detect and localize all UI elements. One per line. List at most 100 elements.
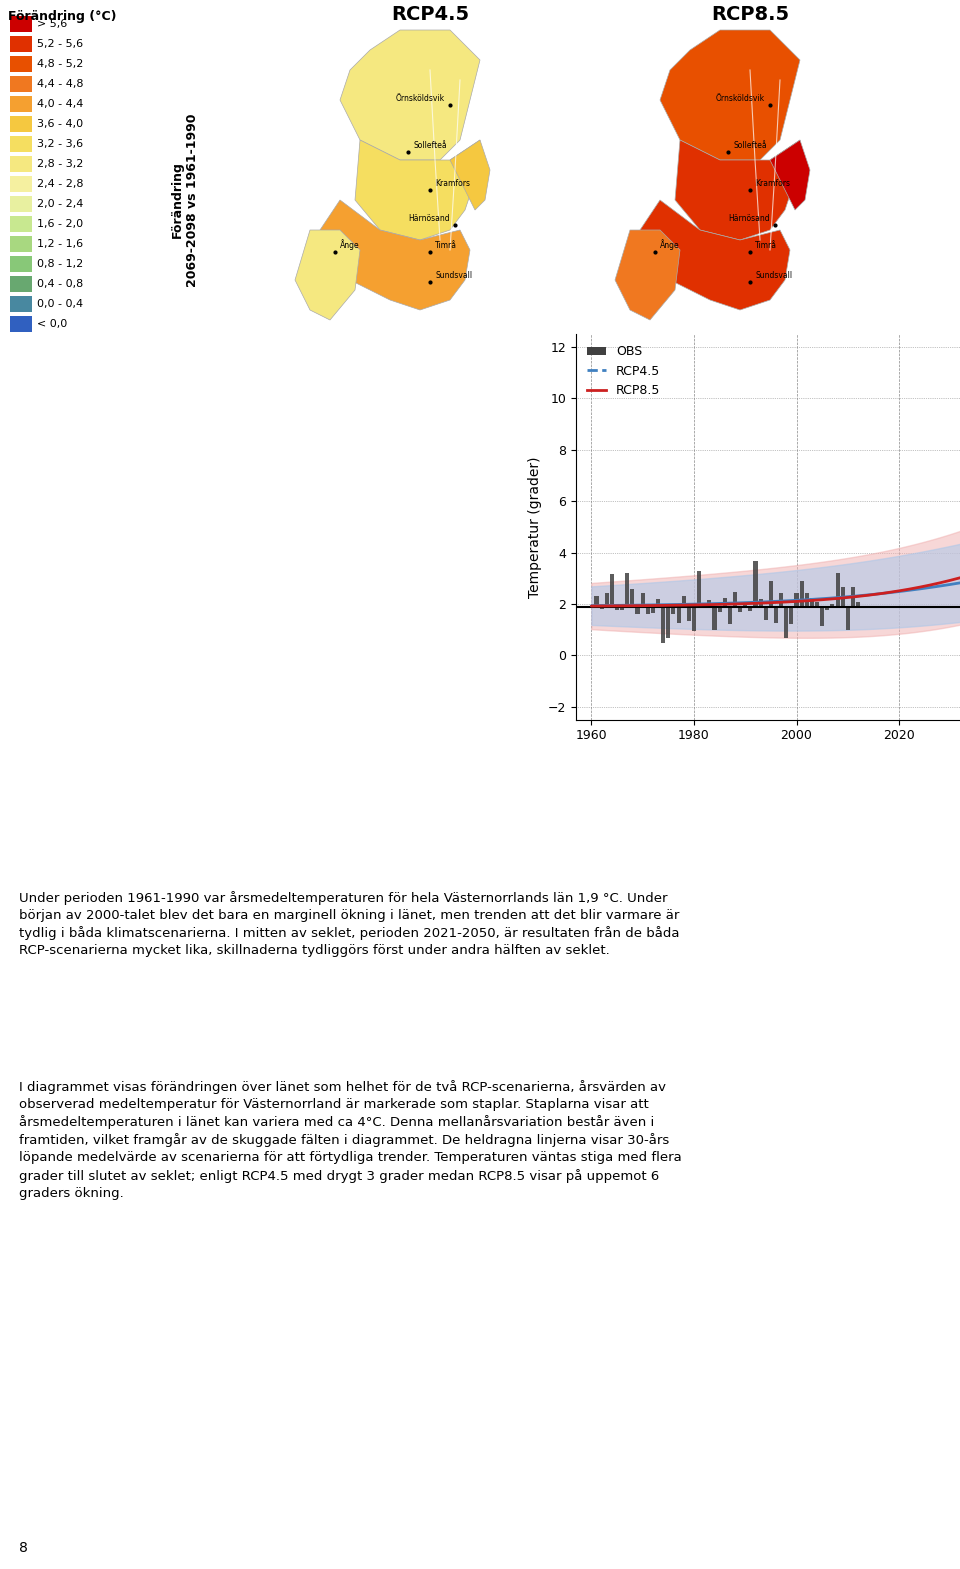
Bar	[620, 607, 624, 610]
Bar	[615, 607, 619, 610]
Text: < 0,0: < 0,0	[37, 319, 67, 329]
Bar	[851, 587, 855, 607]
Bar	[810, 598, 814, 607]
Text: 2,4 - 2,8: 2,4 - 2,8	[37, 179, 84, 188]
Text: 5,2 - 5,6: 5,2 - 5,6	[37, 39, 84, 49]
FancyBboxPatch shape	[10, 36, 32, 52]
Polygon shape	[675, 140, 800, 240]
FancyBboxPatch shape	[10, 217, 32, 232]
Bar	[728, 607, 732, 623]
Bar	[815, 602, 819, 607]
Bar	[600, 607, 604, 609]
FancyBboxPatch shape	[10, 137, 32, 152]
Polygon shape	[660, 30, 800, 160]
FancyBboxPatch shape	[10, 116, 32, 132]
Bar	[594, 596, 599, 607]
Bar	[666, 607, 670, 639]
Text: 0,8 - 1,2: 0,8 - 1,2	[37, 259, 84, 268]
Text: 2,8 - 3,2: 2,8 - 3,2	[37, 158, 84, 169]
Text: 4,8 - 5,2: 4,8 - 5,2	[37, 60, 84, 69]
Bar	[708, 599, 711, 607]
Bar	[758, 599, 762, 607]
Bar	[651, 607, 655, 613]
Bar	[774, 607, 778, 623]
Text: 0,0 - 0,4: 0,0 - 0,4	[37, 300, 84, 309]
Text: 8: 8	[19, 1541, 28, 1555]
Text: Förändring
2069-2098 vs 1961-1990: Förändring 2069-2098 vs 1961-1990	[171, 113, 199, 287]
Polygon shape	[355, 140, 480, 240]
FancyBboxPatch shape	[10, 155, 32, 173]
FancyBboxPatch shape	[10, 196, 32, 212]
Text: Härnösand: Härnösand	[729, 213, 770, 223]
Bar	[784, 607, 788, 637]
Bar	[631, 588, 635, 607]
Text: Sundsvall: Sundsvall	[755, 271, 792, 279]
Text: Timrå: Timrå	[755, 242, 777, 249]
Bar	[789, 607, 794, 624]
Bar	[717, 607, 722, 612]
Text: Förändring (°C): Förändring (°C)	[8, 9, 116, 24]
FancyBboxPatch shape	[10, 276, 32, 292]
Text: 1,6 - 2,0: 1,6 - 2,0	[37, 220, 84, 229]
Bar	[697, 571, 701, 607]
Text: RCP4.5: RCP4.5	[391, 5, 469, 24]
FancyBboxPatch shape	[10, 56, 32, 72]
FancyBboxPatch shape	[10, 96, 32, 111]
Polygon shape	[615, 231, 680, 320]
Bar	[780, 593, 783, 607]
Bar	[826, 607, 829, 610]
Bar	[749, 607, 753, 612]
Bar	[846, 607, 850, 631]
Bar	[820, 607, 825, 626]
Text: 3,2 - 3,6: 3,2 - 3,6	[37, 140, 84, 149]
Text: Under perioden 1961-1990 var årsmedeltemperaturen för hela Västernorrlands län 1: Under perioden 1961-1990 var årsmedeltem…	[19, 891, 680, 957]
Polygon shape	[640, 199, 790, 311]
Text: Örnsköldsvik: Örnsköldsvik	[716, 94, 765, 104]
Polygon shape	[450, 140, 490, 210]
Text: Kramfors: Kramfors	[755, 179, 790, 188]
Bar	[625, 573, 630, 607]
Text: Timrå: Timrå	[435, 242, 457, 249]
FancyBboxPatch shape	[10, 297, 32, 312]
FancyBboxPatch shape	[10, 176, 32, 191]
Bar	[712, 607, 716, 631]
FancyBboxPatch shape	[10, 75, 32, 93]
FancyBboxPatch shape	[10, 315, 32, 333]
Text: Sundsvall: Sundsvall	[435, 271, 472, 279]
Bar	[830, 604, 834, 607]
Bar	[732, 592, 737, 607]
Text: Härnösand: Härnösand	[408, 213, 450, 223]
Text: Kramfors: Kramfors	[435, 179, 470, 188]
FancyBboxPatch shape	[10, 256, 32, 271]
Bar	[764, 607, 768, 620]
Bar	[723, 598, 727, 607]
Text: Sollefteå: Sollefteå	[413, 141, 446, 151]
Polygon shape	[320, 199, 470, 311]
Bar	[738, 607, 742, 612]
Bar	[605, 593, 609, 607]
Bar	[686, 607, 691, 621]
FancyBboxPatch shape	[10, 16, 32, 31]
Text: Örnsköldsvik: Örnsköldsvik	[396, 94, 445, 104]
Text: Ånge: Ånge	[340, 238, 360, 249]
Y-axis label: Temperatur (grader): Temperatur (grader)	[528, 457, 542, 598]
Bar	[656, 598, 660, 607]
Text: 0,4 - 0,8: 0,4 - 0,8	[37, 279, 84, 289]
Bar	[795, 593, 799, 607]
Bar	[841, 587, 845, 607]
Bar	[646, 607, 650, 613]
Bar	[804, 593, 809, 607]
Polygon shape	[295, 231, 360, 320]
Bar	[610, 574, 614, 607]
Text: Sollefteå: Sollefteå	[733, 141, 767, 151]
Text: Ånge: Ånge	[660, 238, 680, 249]
Text: 1,2 - 1,6: 1,2 - 1,6	[37, 238, 84, 249]
Bar	[671, 607, 676, 615]
FancyBboxPatch shape	[10, 235, 32, 253]
Text: I diagrammet visas förändringen över länet som helhet för de två RCP-scenarierna: I diagrammet visas förändringen över län…	[19, 1079, 682, 1200]
Legend: OBS, RCP4.5, RCP8.5: OBS, RCP4.5, RCP8.5	[583, 340, 665, 402]
Text: 4,4 - 4,8: 4,4 - 4,8	[37, 78, 84, 89]
Bar	[692, 607, 696, 631]
Bar	[640, 593, 645, 607]
Text: 2,0 - 2,4: 2,0 - 2,4	[37, 199, 84, 209]
